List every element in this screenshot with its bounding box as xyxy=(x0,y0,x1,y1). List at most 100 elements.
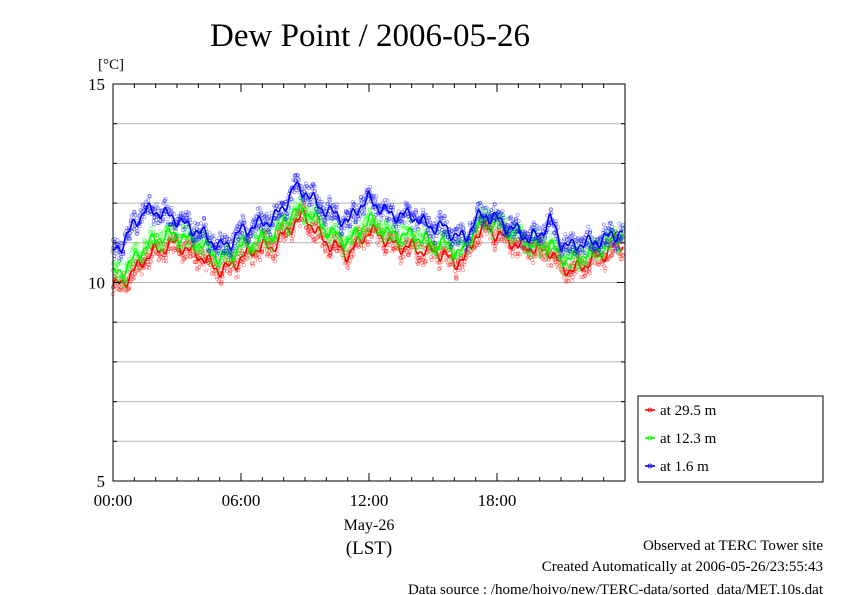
series-1-sample-point xyxy=(567,265,572,270)
series-1-sample-point xyxy=(594,261,599,266)
series-1-sample-point xyxy=(391,246,396,251)
series-1-sample-point xyxy=(539,251,544,256)
series-1-sample-point xyxy=(126,287,131,291)
series-1-sample-point xyxy=(556,265,560,270)
series-1-sample-point xyxy=(583,270,588,275)
series-1-sample-point xyxy=(310,234,315,239)
series-1-sample-point xyxy=(307,229,312,234)
series-1-sample-point xyxy=(390,244,395,249)
series-1-sample-point xyxy=(345,262,350,266)
series-1-sample-point xyxy=(505,243,510,248)
series-1-sample-point xyxy=(299,218,304,223)
series-1-sample-point xyxy=(311,238,316,243)
series-1-sample-point xyxy=(296,209,301,214)
series-1-sample-point xyxy=(257,255,262,259)
series-1-sample-point xyxy=(581,274,586,279)
series-1-sample-point xyxy=(538,253,543,258)
series-1-sample-point xyxy=(147,265,152,270)
series-1-sample-point xyxy=(186,241,191,246)
series-1-sample-point xyxy=(585,260,590,265)
series-2-sample-point xyxy=(169,237,174,242)
chart-title: Dew Point / 2006-05-26 xyxy=(210,18,530,54)
series-1-sample-point xyxy=(510,250,515,255)
series-1-sample-point xyxy=(551,256,556,261)
series-1-sample-point xyxy=(385,248,390,253)
series-1-sample-point xyxy=(441,246,446,251)
series-1-sample-point xyxy=(514,239,519,244)
series-2-sample-point xyxy=(153,232,158,237)
series-1-sample-point xyxy=(328,252,333,257)
series-1-sample-point xyxy=(253,254,258,259)
series-1-sample-point xyxy=(433,255,438,260)
series-1-sample-point xyxy=(602,263,607,268)
series-1-sample-point xyxy=(540,255,545,260)
series-1-sample-point xyxy=(478,240,483,245)
series-1-sample-point xyxy=(217,279,221,284)
series-1-sample-point xyxy=(266,252,270,257)
series-1-sample-point xyxy=(228,268,233,273)
series-1-sample-point xyxy=(589,247,594,252)
series-1-sample-point xyxy=(326,238,331,243)
series-2-sample-point xyxy=(114,266,119,271)
series-1-sample-point xyxy=(401,254,406,259)
series-2-sample-point xyxy=(210,260,215,265)
series-1-sample-point xyxy=(609,253,614,258)
series-1-sample-point xyxy=(186,240,191,245)
series-1-sample-point xyxy=(194,260,199,265)
series-2-sample-point xyxy=(181,224,186,229)
series-1-sample-point xyxy=(151,251,156,256)
series-1-sample-point xyxy=(113,283,118,288)
series-1-sample-point xyxy=(350,254,355,259)
series-1-sample-point xyxy=(444,258,449,263)
series-1-sample-point xyxy=(467,253,472,258)
series-1-sample-point xyxy=(211,271,216,276)
series-2-sample-point xyxy=(126,256,131,261)
series-1-sample-point xyxy=(115,286,120,291)
series-1-sample-point xyxy=(117,288,122,292)
series-1-sample-point xyxy=(273,254,278,258)
series-1-sample-point xyxy=(582,274,587,278)
series-2-sample-point xyxy=(152,230,157,235)
series-1-sample-point xyxy=(581,261,586,266)
series-2-sample-point xyxy=(164,224,169,229)
series-1-sample-point xyxy=(519,246,524,251)
series-1-sample-point xyxy=(462,260,467,264)
series-2-sample-point xyxy=(159,243,164,248)
series-2-sample-point xyxy=(208,262,213,266)
series-1-sample-point xyxy=(137,265,142,270)
series-2-sample-point xyxy=(157,246,162,251)
series-1-sample-point xyxy=(517,252,522,257)
series-1-sample-point xyxy=(351,252,356,257)
series-1-sample-point xyxy=(608,254,613,259)
series-1-sample-point xyxy=(502,239,507,244)
series-2-sample-point xyxy=(154,246,158,251)
series-1-sample-point xyxy=(444,255,449,260)
series-1-sample-point xyxy=(598,259,603,264)
series-1-sample-point xyxy=(131,267,136,272)
series-2-sample-point xyxy=(244,234,249,239)
series-1-sample-point xyxy=(130,265,135,270)
series-1-sample-point xyxy=(588,271,593,276)
series-2-sample-point xyxy=(151,242,156,246)
series-2-sample-point xyxy=(149,223,154,228)
series-1-sample-point xyxy=(312,238,317,242)
series-1-sample-point xyxy=(579,275,584,279)
series-1-sample-point xyxy=(418,257,423,262)
series-1-sample-point xyxy=(306,232,311,237)
series-1-sample-point xyxy=(291,234,295,239)
series-1-sample-point xyxy=(292,216,297,221)
series-1-sample-point xyxy=(322,242,327,247)
series-1-sample-point xyxy=(512,239,517,244)
series-1-sample-point xyxy=(349,255,353,260)
series-1-sample-point xyxy=(513,252,518,256)
series-1-sample-point xyxy=(499,227,504,232)
series-2-sample-point xyxy=(156,233,160,238)
series-1-sample-point xyxy=(259,250,264,255)
series-1-sample-point xyxy=(420,243,425,248)
series-1-sample-point xyxy=(246,252,251,257)
series-2-sample-point xyxy=(228,260,233,265)
series-1-sample-point xyxy=(406,238,411,243)
y-tick-label: 15 xyxy=(88,75,105,94)
series-1-sample-point xyxy=(332,246,337,251)
series-2-sample-point xyxy=(116,259,121,264)
